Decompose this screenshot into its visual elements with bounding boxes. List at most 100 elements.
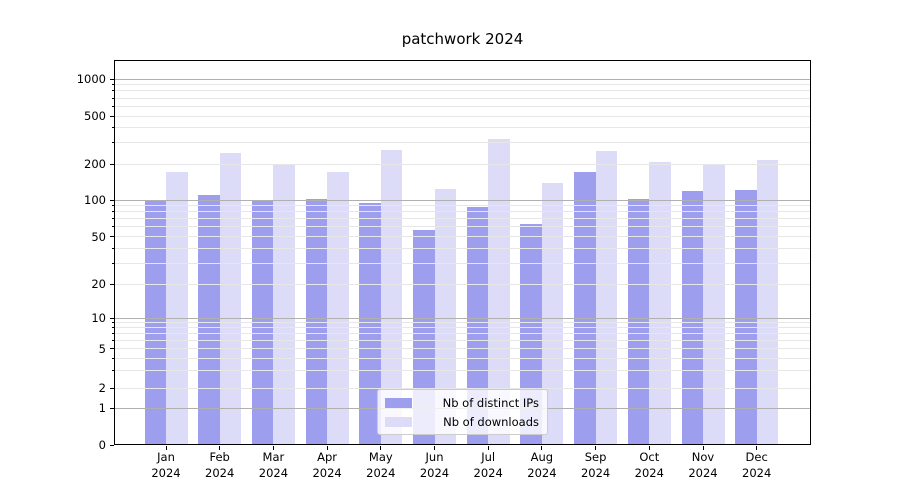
legend-swatch-distinct-ips — [385, 397, 412, 408]
x-tick-year: 2024 — [527, 466, 557, 480]
gridline-9 — [114, 322, 811, 324]
y-minor-tick-mark-7 — [111, 333, 114, 335]
x-tick-month: Apr — [317, 450, 338, 464]
x-tick-mark-aug — [541, 446, 543, 450]
y-tick-mark-1 — [110, 407, 114, 409]
y-minor-tick-mark-40 — [111, 247, 114, 249]
x-tick-year: 2024 — [258, 466, 289, 480]
gridline-90 — [114, 205, 811, 206]
x-tick-year: 2024 — [366, 466, 396, 480]
gridline-40 — [114, 247, 811, 249]
x-tick-label-feb: Feb 2024 — [192, 449, 248, 481]
y-minor-tick-mark-600 — [111, 105, 114, 107]
bar-downloads-may — [380, 150, 403, 445]
y-minor-tick-mark-60 — [111, 226, 114, 228]
x-tick-year: 2024 — [419, 466, 450, 480]
y-minor-tick-mark-500 — [111, 115, 114, 117]
x-tick-mark-feb — [219, 446, 221, 450]
gridline-20 — [114, 283, 811, 285]
y-tick-label-50: 50 — [91, 229, 106, 244]
bar-downloads-dec — [756, 159, 779, 445]
y-minor-tick-mark-800 — [111, 90, 114, 92]
y-tick-mark-100 — [110, 199, 114, 201]
x-tick-month: Mar — [262, 450, 285, 464]
x-tick-label-jan: Jan 2024 — [138, 449, 194, 481]
x-tick-month: Feb — [209, 450, 230, 464]
legend-item-downloads: Nb of downloads — [385, 415, 539, 429]
x-tick-year: 2024 — [205, 466, 235, 480]
y-tick-label-1: 1 — [98, 401, 106, 415]
y-minor-tick-mark-9 — [111, 322, 114, 324]
bar-downloads-jun — [434, 189, 456, 445]
y-minor-tick-mark-700 — [111, 97, 114, 99]
gridline-600 — [114, 105, 811, 107]
legend-label-downloads: Nb of downloads — [443, 414, 539, 429]
x-tick-mark-mar — [272, 446, 274, 450]
x-tick-year: 2024 — [151, 466, 181, 480]
x-tick-label-aug: Aug 2024 — [514, 449, 570, 481]
y-minor-tick-mark-2 — [111, 387, 114, 389]
gridline-10 — [114, 317, 811, 319]
y-tick-mark-10 — [110, 317, 114, 319]
x-tick-month: Oct — [639, 450, 660, 464]
x-tick-mark-dec — [756, 446, 758, 450]
y-tick-label-10: 10 — [91, 311, 106, 325]
x-tick-month: Jan — [157, 450, 175, 464]
bar-downloads-nov — [703, 164, 725, 445]
gridline-4 — [114, 357, 811, 359]
x-tick-year: 2024 — [312, 466, 342, 480]
x-tick-label-may: May 2024 — [353, 449, 409, 481]
y-minor-tick-mark-50 — [111, 236, 114, 237]
gridline-5 — [114, 348, 811, 349]
y-minor-tick-mark-5 — [111, 348, 114, 349]
bar-distinct-ips-jul — [466, 207, 489, 445]
x-tick-label-sep: Sep 2024 — [568, 449, 624, 481]
y-minor-tick-mark-400 — [111, 127, 114, 129]
y-minor-tick-mark-4 — [111, 357, 114, 359]
x-tick-label-oct: Oct 2024 — [621, 449, 677, 481]
gridline-700 — [114, 97, 811, 99]
x-tick-year: 2024 — [688, 466, 718, 480]
bar-downloads-jul — [488, 138, 510, 445]
bar-distinct-ips-dec — [735, 189, 757, 445]
gridline-60 — [114, 226, 811, 228]
y-tick-label-5: 5 — [98, 341, 106, 356]
y-minor-tick-mark-90 — [111, 205, 114, 206]
y-minor-tick-mark-300 — [111, 142, 114, 144]
y-tick-label-0: 0 — [98, 438, 106, 452]
chart-title: patchwork 2024 — [401, 30, 524, 48]
legend-label-distinct-ips: Nb of distinct IPs — [442, 395, 539, 410]
x-tick-mark-oct — [648, 446, 650, 450]
x-tick-year: 2024 — [473, 466, 503, 480]
x-tick-label-nov: Nov 2024 — [675, 449, 731, 481]
y-minor-tick-mark-6 — [111, 340, 114, 341]
y-minor-tick-mark-8 — [111, 327, 114, 329]
x-tick-label-jul: Jul 2024 — [460, 449, 516, 481]
x-tick-month: Aug — [530, 450, 554, 464]
x-tick-label-jun: Jun 2024 — [407, 449, 463, 481]
x-tick-mark-jun — [434, 446, 435, 450]
gridline-1000 — [114, 78, 811, 80]
y-minor-tick-mark-20 — [111, 283, 114, 285]
bar-downloads-apr — [327, 172, 349, 445]
x-tick-mark-apr — [326, 446, 328, 450]
x-tick-month: May — [368, 450, 393, 464]
gridline-7 — [114, 333, 811, 335]
y-tick-label-500: 500 — [84, 109, 106, 123]
gridline-900 — [114, 84, 811, 86]
gridline-8 — [114, 327, 811, 329]
bar-distinct-ips-oct — [627, 198, 650, 445]
gridline-3 — [114, 370, 811, 371]
y-minor-tick-mark-3 — [111, 370, 114, 371]
x-tick-mark-jul — [487, 446, 489, 450]
x-tick-month: Nov — [691, 450, 715, 464]
y-minor-tick-mark-900 — [111, 84, 114, 86]
gridline-2 — [114, 387, 811, 389]
y-tick-label-100: 100 — [84, 193, 106, 207]
gridline-300 — [114, 142, 811, 144]
legend-swatch-downloads — [385, 416, 412, 427]
gridline-400 — [114, 127, 811, 129]
gridline-200 — [114, 163, 811, 165]
bar-downloads-feb — [219, 152, 242, 445]
